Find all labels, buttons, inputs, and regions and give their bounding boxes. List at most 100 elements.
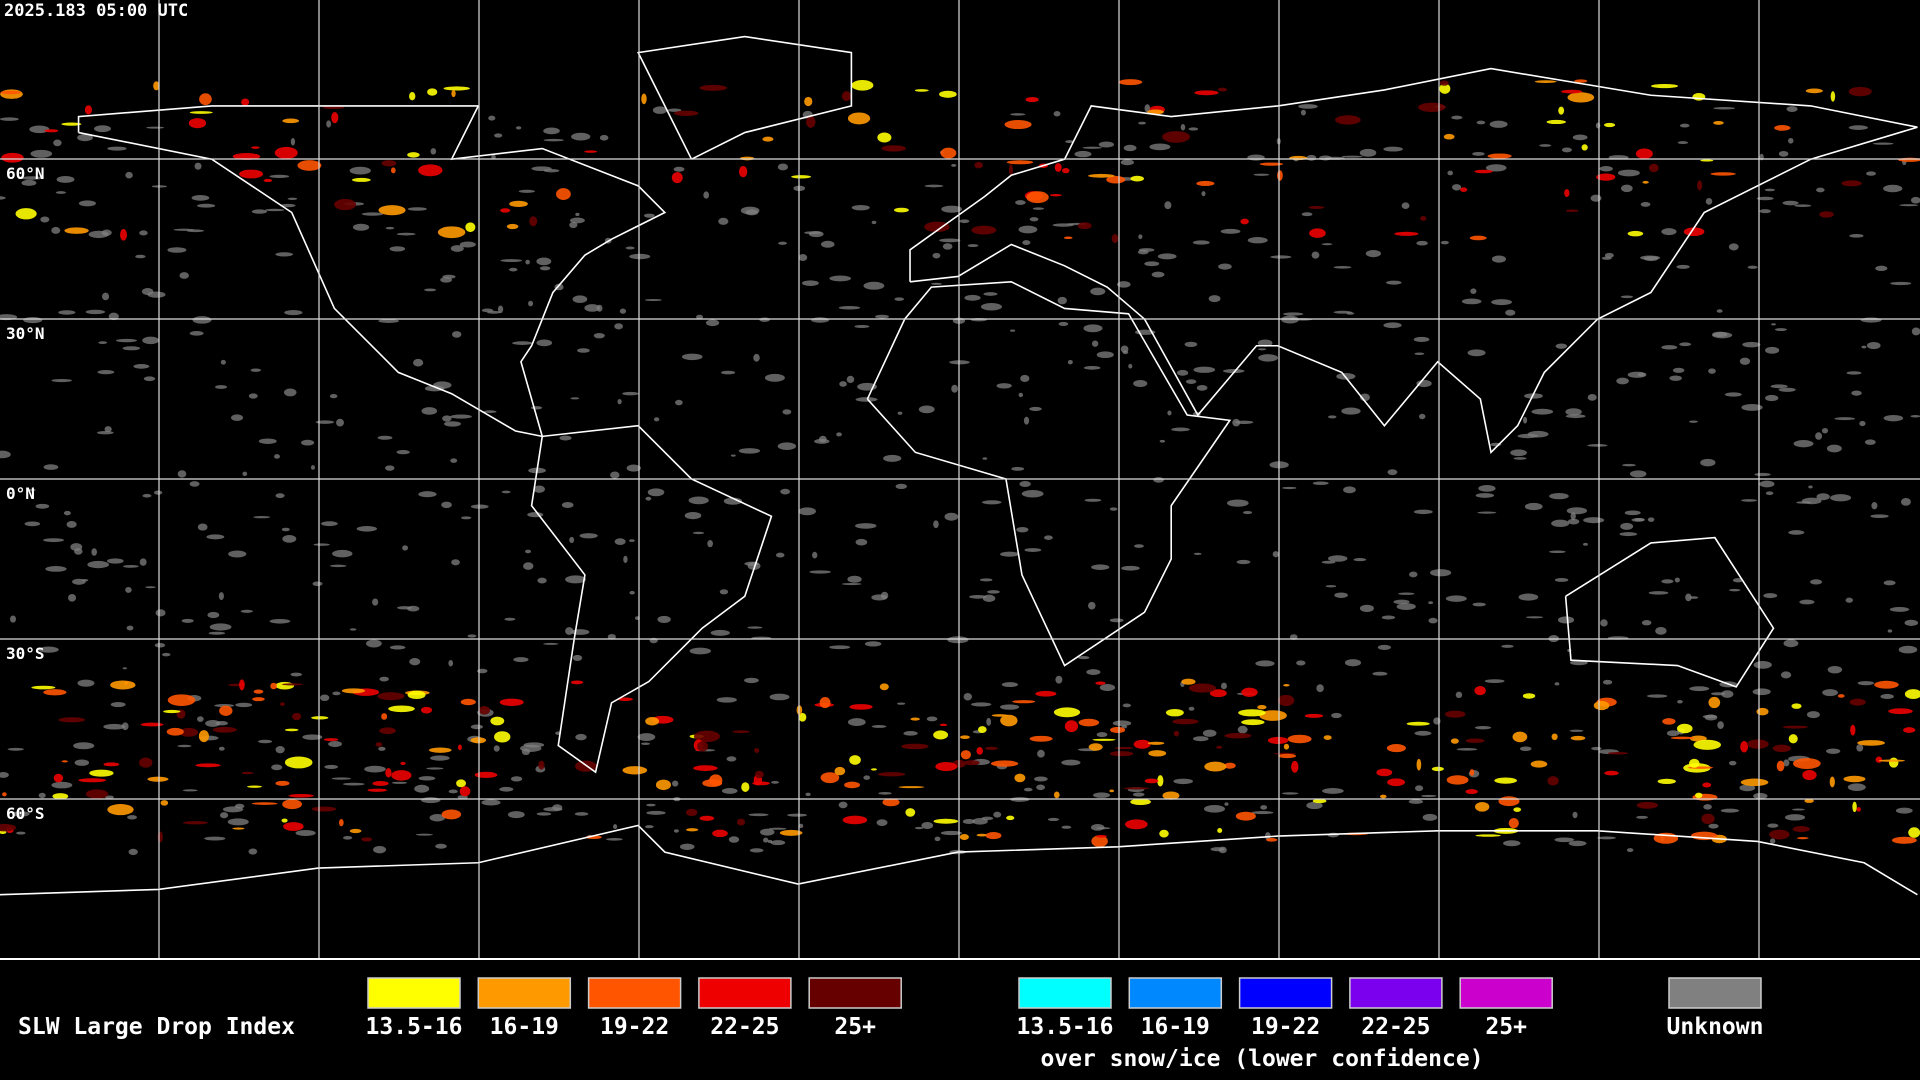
cloud-speck (947, 636, 969, 644)
slw-speck (219, 705, 233, 716)
cloud-speck (74, 759, 90, 766)
cloud-speck (1778, 387, 1796, 392)
cloud-speck (982, 457, 988, 460)
cloud-speck (574, 812, 589, 816)
cloud-speck (941, 205, 963, 213)
slw-speck (754, 770, 764, 779)
cloud-speck (265, 208, 285, 212)
cloud-speck (1700, 458, 1716, 467)
slw-speck (251, 146, 260, 149)
cloud-speck (1327, 555, 1348, 562)
legend-swatch (477, 977, 572, 1009)
cloud-speck (614, 323, 623, 330)
slw-speck (964, 760, 980, 766)
slw-speck (279, 702, 285, 706)
cloud-speck (646, 810, 666, 815)
slw-speck (1774, 125, 1791, 131)
cloud-speck (1752, 688, 1771, 696)
cloud-speck (452, 331, 462, 338)
cloud-speck (87, 560, 110, 569)
cloud-speck (155, 609, 166, 617)
cloud-speck (97, 370, 115, 375)
slw-speck (1035, 690, 1057, 697)
slw-speck (1856, 807, 1861, 812)
cloud-speck (1032, 207, 1044, 210)
cloud-speck (1475, 493, 1495, 498)
slw-speck (1188, 683, 1217, 693)
cloud-speck (1904, 619, 1919, 626)
cloud-speck (623, 555, 628, 564)
slw-speck (1439, 83, 1451, 94)
slw-speck (1565, 209, 1579, 212)
cloud-speck (352, 223, 370, 231)
cloud-speck (1476, 120, 1486, 125)
legend-title: SLW Large Drop Index (18, 1014, 295, 1040)
cloud-speck (29, 125, 50, 134)
cloud-speck (1236, 559, 1251, 565)
cloud-speck (964, 294, 981, 301)
cloud-speck (883, 454, 902, 462)
cloud-speck (1301, 212, 1313, 217)
slw-speck (1418, 102, 1446, 112)
slw-speck (52, 793, 69, 800)
slw-speck (976, 833, 988, 837)
cloud-speck (1220, 228, 1241, 234)
cloud-speck (94, 125, 111, 133)
slw-speck (1110, 726, 1126, 734)
slw-speck (1581, 144, 1588, 151)
slw-speck (1416, 758, 1422, 771)
slw-speck (1, 152, 24, 163)
cloud-speck (846, 375, 855, 384)
cloud-speck (753, 353, 760, 362)
slw-speck (1551, 733, 1558, 741)
cloud-speck (1721, 690, 1734, 698)
cloud-speck (51, 781, 73, 789)
slw-speck (693, 765, 718, 772)
slw-speck (556, 188, 571, 200)
slw-speck (232, 827, 245, 830)
cloud-speck (207, 611, 220, 619)
cloud-speck (705, 319, 720, 327)
cloud-speck (1455, 691, 1463, 699)
cloud-speck (710, 629, 730, 636)
slw-speck (443, 86, 470, 91)
cloud-speck (269, 618, 291, 624)
slw-speck (1513, 807, 1522, 812)
cloud-speck (864, 641, 882, 647)
cloud-speck (35, 503, 50, 509)
cloud-speck (493, 745, 500, 752)
slw-speck (163, 709, 181, 714)
cloud-speck (40, 216, 50, 223)
cloud-speck (450, 245, 464, 252)
cloud-speck (1567, 518, 1580, 525)
cloud-speck (1724, 392, 1742, 397)
cloud-speck (1799, 599, 1815, 605)
cloud-speck (577, 348, 590, 353)
cloud-speck (606, 837, 623, 841)
slw-speck (901, 743, 929, 750)
cloud-speck (1753, 792, 1768, 800)
slw-speck (933, 818, 959, 824)
slw-speck (1053, 707, 1081, 718)
cloud-speck (986, 717, 992, 726)
slw-speck (253, 689, 264, 694)
slw-speck (58, 717, 86, 723)
cloud-speck (918, 405, 935, 414)
slw-speck (622, 766, 648, 775)
slw-speck (1708, 696, 1721, 709)
slw-speck (1607, 752, 1629, 755)
cloud-speck (1283, 312, 1304, 316)
cloud-speck (1898, 645, 1918, 654)
slw-speck (378, 205, 406, 216)
slw-speck (263, 178, 273, 183)
cloud-speck (1203, 804, 1226, 813)
cloud-speck (518, 189, 536, 193)
cloud-speck (780, 488, 791, 495)
cloud-speck (106, 558, 124, 564)
slw-speck (239, 169, 264, 179)
slw-speck (933, 730, 949, 740)
cloud-speck (269, 174, 290, 179)
cloud-speck (559, 435, 572, 441)
slw-speck (1474, 686, 1486, 696)
cloud-speck (726, 756, 737, 762)
